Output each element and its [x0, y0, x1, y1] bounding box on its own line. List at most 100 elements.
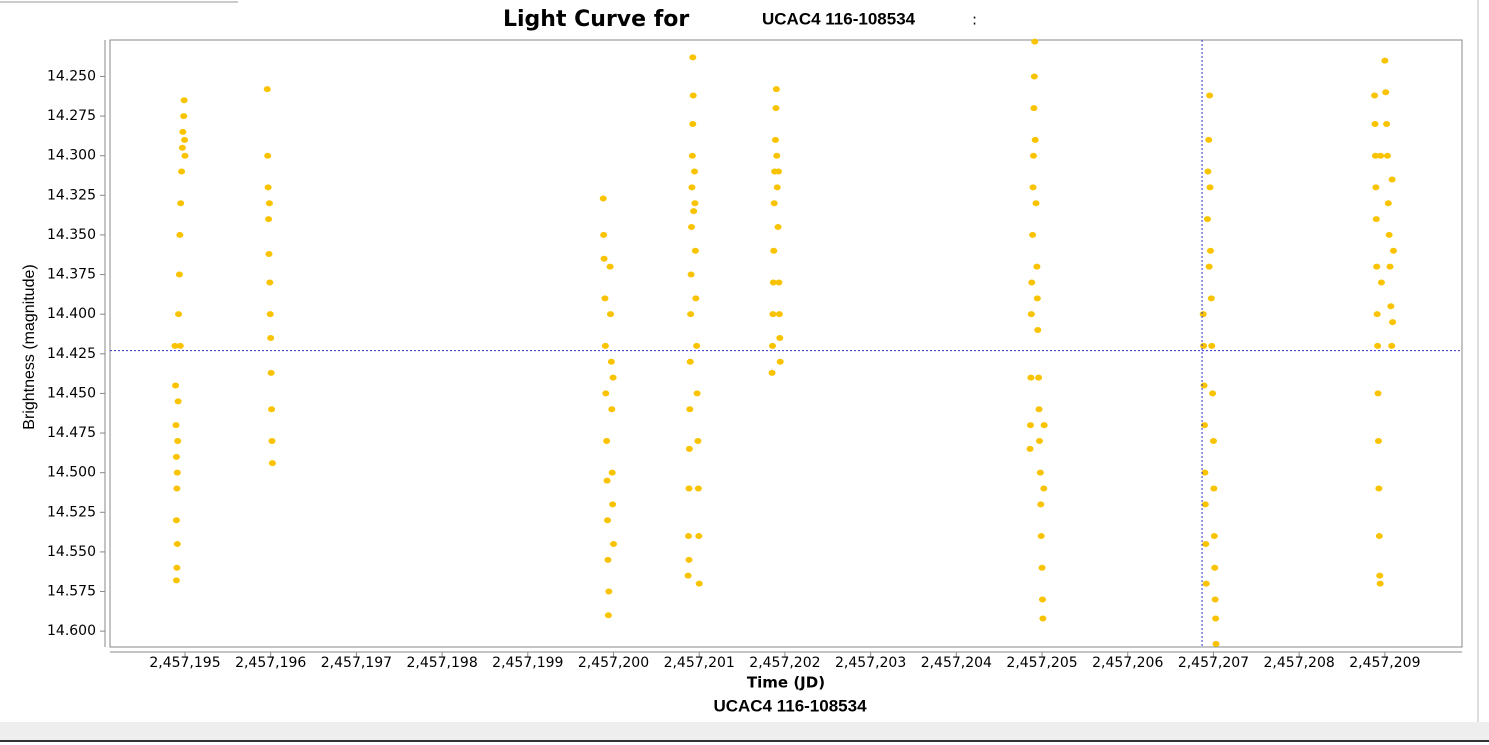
- data-point: [772, 136, 780, 143]
- data-point: [774, 224, 782, 231]
- data-point: [264, 152, 272, 159]
- data-point: [268, 406, 276, 413]
- data-point: [1034, 327, 1042, 334]
- data-point: [684, 572, 692, 579]
- x-tick-label: 2,457,195: [149, 655, 220, 671]
- y-tick-label: 14.375: [47, 267, 96, 283]
- x-tick-label: 2,457,200: [578, 655, 649, 671]
- data-point: [775, 311, 783, 318]
- data-point: [181, 136, 189, 143]
- data-point: [178, 168, 186, 175]
- x-tick-label: 2,457,197: [321, 655, 392, 671]
- data-point: [181, 152, 189, 159]
- data-point: [1037, 501, 1045, 508]
- data-point: [1029, 231, 1037, 238]
- data-point: [606, 263, 614, 270]
- data-point: [1030, 105, 1038, 112]
- data-point: [1385, 231, 1393, 238]
- x-tick-label: 2,457,207: [1178, 655, 1249, 671]
- data-point: [607, 358, 615, 365]
- data-point: [772, 105, 780, 112]
- data-point: [1209, 390, 1217, 397]
- data-point: [1033, 295, 1041, 302]
- data-point: [769, 342, 777, 349]
- data-point: [264, 184, 272, 191]
- data-point: [773, 184, 781, 191]
- x-tick-label: 2,457,205: [1006, 655, 1077, 671]
- legend-entry: UCAC4 116-108534: [713, 696, 867, 715]
- data-point: [1372, 184, 1380, 191]
- data-point: [690, 208, 698, 215]
- data-point: [171, 342, 179, 349]
- data-point: [265, 200, 273, 207]
- data-point: [609, 374, 617, 381]
- data-point: [1377, 152, 1385, 159]
- data-point: [1205, 136, 1213, 143]
- plot-frame: [109, 39, 1463, 648]
- data-point: [1210, 485, 1218, 492]
- data-point: [775, 168, 783, 175]
- data-point: [692, 295, 700, 302]
- data-point: [1035, 374, 1043, 381]
- y-tick-label: 14.550: [47, 544, 96, 560]
- data-point: [608, 406, 616, 413]
- x-axis-label: Time (JD): [747, 674, 825, 692]
- data-point: [691, 168, 699, 175]
- data-point: [1201, 469, 1209, 476]
- data-point: [1212, 615, 1220, 622]
- data-point: [1206, 184, 1214, 191]
- data-point: [175, 271, 183, 278]
- data-point: [695, 533, 703, 540]
- data-point: [266, 311, 274, 318]
- data-point: [776, 334, 784, 341]
- x-tick-label: 2,457,209: [1349, 655, 1420, 671]
- data-point: [1039, 615, 1047, 622]
- data-point: [1389, 319, 1397, 326]
- data-point: [1374, 390, 1382, 397]
- data-point: [685, 533, 693, 540]
- data-point: [266, 279, 274, 286]
- data-point: [695, 580, 703, 587]
- data-point: [1204, 168, 1212, 175]
- y-tick-label: 14.425: [47, 346, 96, 362]
- data-point: [693, 342, 701, 349]
- data-point: [689, 54, 697, 61]
- data-point: [1031, 136, 1039, 143]
- data-point: [176, 342, 184, 349]
- y-tick-label: 14.400: [47, 306, 96, 322]
- data-point: [1388, 176, 1396, 183]
- x-tick-label: 2,457,201: [664, 655, 735, 671]
- data-point: [1027, 311, 1035, 318]
- data-point: [1040, 485, 1048, 492]
- data-point: [1202, 580, 1210, 587]
- data-point: [685, 485, 693, 492]
- data-point: [1200, 382, 1208, 389]
- data-point: [1371, 92, 1379, 99]
- y-tick-label: 14.525: [47, 504, 96, 520]
- data-point: [1026, 422, 1034, 429]
- data-point: [173, 564, 181, 571]
- x-tick-label: 2,457,204: [921, 655, 992, 671]
- data-point: [1373, 311, 1381, 318]
- data-point: [694, 437, 702, 444]
- x-tick-label: 2,457,208: [1264, 655, 1335, 671]
- data-point: [1207, 295, 1215, 302]
- data-point: [1037, 533, 1045, 540]
- data-point: [180, 97, 188, 104]
- data-point: [603, 437, 611, 444]
- data-point: [604, 612, 612, 619]
- data-point: [268, 437, 276, 444]
- data-point: [610, 540, 618, 547]
- data-point: [685, 445, 693, 452]
- y-axis-label: Brightness (magnitude): [21, 264, 38, 429]
- title-star: UCAC4 116-108534: [762, 9, 916, 28]
- x-tick-label: 2,457,199: [492, 655, 563, 671]
- data-point: [604, 556, 612, 563]
- y-tick-label: 14.350: [47, 227, 96, 243]
- data-point: [1388, 342, 1396, 349]
- data-point: [1031, 38, 1039, 45]
- data-point: [1211, 596, 1219, 603]
- data-point: [1210, 533, 1218, 540]
- data-point: [1209, 437, 1217, 444]
